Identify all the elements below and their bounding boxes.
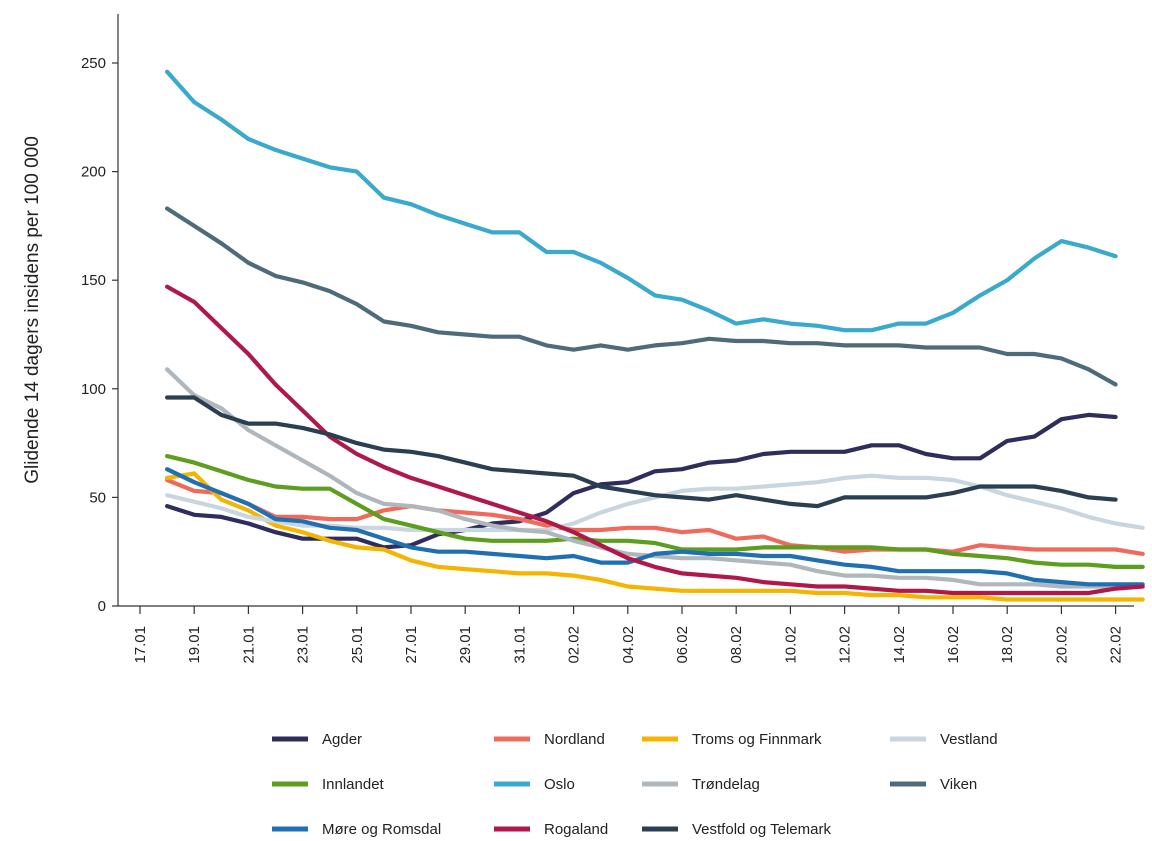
y-tick-label: 150 xyxy=(81,272,106,289)
legend-label: Troms og Finnmark xyxy=(692,731,822,748)
axes: 0 50 100 150 200 250 17.01 19.01 21.01 23.01 25.01… xyxy=(22,14,1134,664)
series-line-troms-og-finnmark xyxy=(165,471,1145,602)
x-tick-label: 31.01 xyxy=(511,626,528,664)
legend: Agder Nordland Troms og Finnmark Vestland In… xyxy=(272,731,998,838)
series-line-viken xyxy=(165,206,1118,387)
x-tick-label: 14.02 xyxy=(891,626,908,664)
y-tick-label: 200 xyxy=(81,164,106,181)
x-tick-label: 27.01 xyxy=(403,626,420,664)
x-tick-label: 25.01 xyxy=(349,626,366,664)
x-tick-label: 10.02 xyxy=(782,626,799,664)
x-tick-label: 16.02 xyxy=(945,626,962,664)
y-tick-label: 0 xyxy=(98,598,106,615)
x-tick-label: 29.01 xyxy=(457,626,474,664)
series-line-trøndelag xyxy=(165,367,1118,589)
y-axis-title: Glidende 14 dagers insidens per 100 000 xyxy=(22,136,43,484)
series-line-vestfold-og-telemark xyxy=(165,395,1118,509)
x-tick-label: 04.02 xyxy=(620,626,637,664)
x-tick-label: 06.02 xyxy=(674,626,691,664)
legend-label: Nordland xyxy=(544,731,605,748)
legend-label: Vestfold og Telemark xyxy=(692,821,831,838)
legend-label: Oslo xyxy=(544,776,575,793)
series-lines xyxy=(165,69,1145,602)
series-line-nordland xyxy=(165,477,1145,557)
y-tick-label: 250 xyxy=(81,55,106,72)
x-tick-label: 18.02 xyxy=(999,626,1016,664)
x-tick-label: 02.02 xyxy=(566,626,583,664)
x-tick-label: 20.02 xyxy=(1053,626,1070,664)
series-line-møre-og-romsdal xyxy=(165,467,1145,587)
x-tick-label: 08.02 xyxy=(728,626,745,664)
series-line-innlandet xyxy=(165,454,1145,570)
y-tick-label: 100 xyxy=(81,381,106,398)
x-tick-label: 19.01 xyxy=(186,626,203,664)
x-tick-label: 21.01 xyxy=(240,626,257,664)
legend-label: Rogaland xyxy=(544,821,608,838)
x-tick-label: 17.01 xyxy=(132,626,149,664)
legend-label: Innlandet xyxy=(322,776,385,793)
legend-label: Vestland xyxy=(940,731,998,748)
x-tick-label: 23.01 xyxy=(295,626,312,664)
series-line-oslo xyxy=(165,69,1118,333)
x-tick-label: 12.02 xyxy=(837,626,854,664)
y-tick-label: 50 xyxy=(89,489,106,506)
x-tick-label: 22.02 xyxy=(1108,626,1125,664)
legend-label: Møre og Romsdal xyxy=(322,821,441,838)
legend-label: Agder xyxy=(322,731,362,748)
legend-label: Trøndelag xyxy=(692,776,760,793)
legend-label: Viken xyxy=(940,776,977,793)
